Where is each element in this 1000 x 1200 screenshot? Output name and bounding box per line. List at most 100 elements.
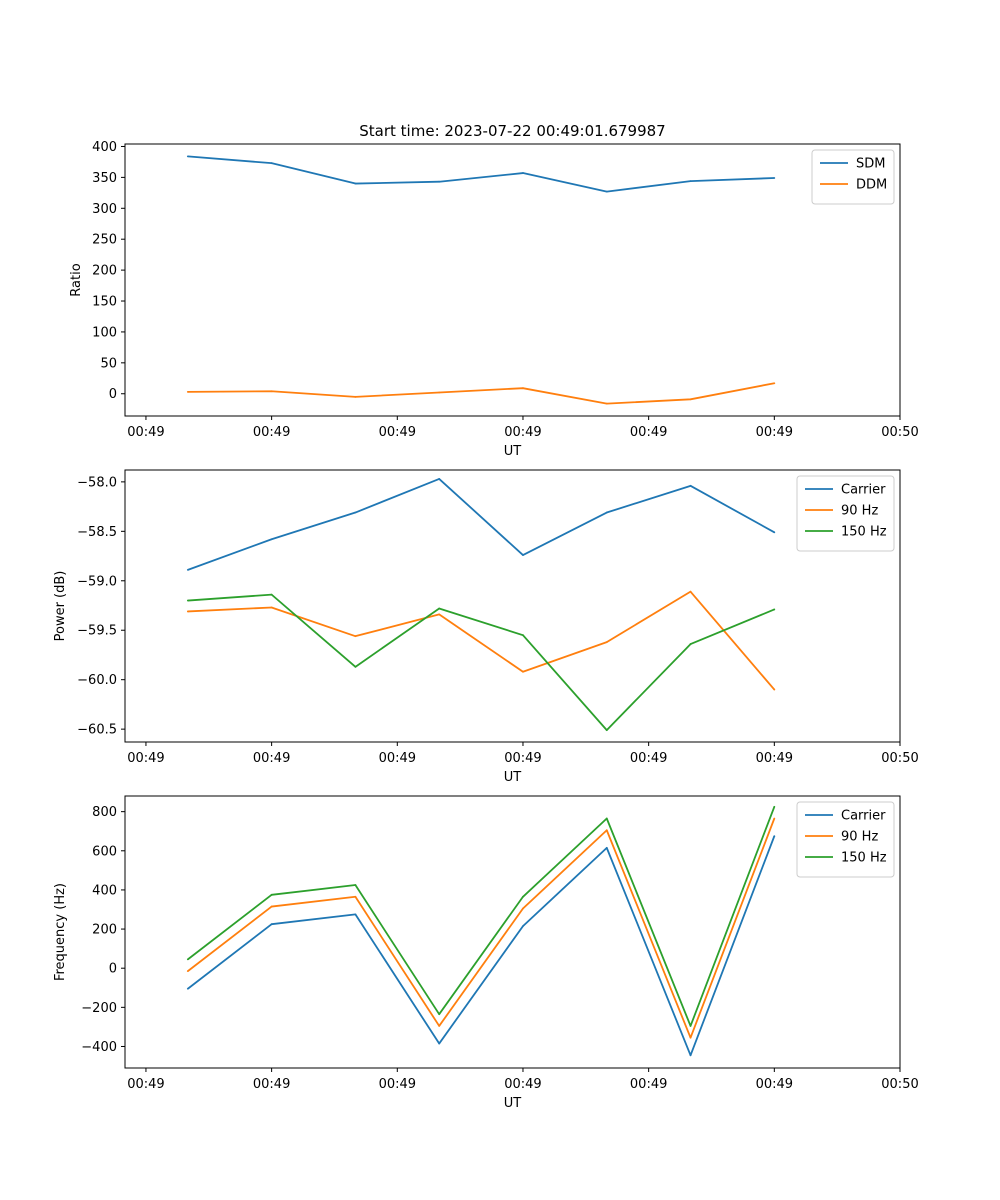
data-point [522,925,524,928]
data-point [186,987,189,990]
data-point [773,382,776,385]
x-tick-label: 00:49 [379,425,416,440]
data-point [522,172,524,174]
data-point [438,180,441,183]
data-point [270,893,273,896]
data-point [605,729,608,732]
y-tick-label: 150 [92,295,117,310]
data-point [773,688,776,691]
series-line-sdm [187,155,775,193]
data-point [605,190,608,193]
figure-title: Start time: 2023-07-22 00:49:01.679987 [359,122,665,140]
x-axis-label: UT [504,444,522,459]
panel-3: −400 −200 0 200 400 600 800 00:49 00:49 00:49 00:4… [53,795,919,1111]
data-point [689,1054,692,1057]
series-line-150-hz [187,593,775,732]
data-point [522,907,524,910]
data-point [438,391,441,394]
data-point [773,835,776,838]
x-tick-label: 00:49 [630,425,667,440]
y-tick-label: 800 [92,805,117,820]
x-tick-label: 00:49 [504,425,541,440]
x-tick-label: 00:49 [127,751,164,766]
x-tick-label: 00:49 [756,425,793,440]
y-tick-label: 600 [92,844,117,859]
data-point [438,478,441,480]
legend-label: 150 Hz [841,525,887,540]
x-tick-label: 00:49 [127,1077,164,1092]
data-point [270,593,273,596]
y-axis-label: Ratio [69,263,84,296]
data-point [522,670,524,673]
y-tick-label: 350 [92,171,117,186]
data-point [605,641,608,644]
data-point [438,1025,441,1027]
data-point [354,913,357,916]
x-tick-label: 00:49 [630,751,667,766]
panel-1: 0 50 100 150 200 250 300 350 400 00:49 00:49 00:49 0… [69,140,919,459]
x-tick-label: 00:49 [504,1077,541,1092]
data-point [689,484,692,487]
data-point [438,607,441,610]
x-tick-label: 00:49 [630,1077,667,1092]
y-tick-label: −400 [81,1040,117,1055]
y-axis-label: Power (dB) [53,571,68,642]
y-tick-label: 100 [92,325,117,340]
data-point [438,1042,441,1045]
data-point [186,568,189,571]
y-tick-label: −200 [81,1001,117,1016]
data-point [605,829,608,832]
x-axis-label: UT [504,770,522,785]
x-tick-label: 00:49 [756,1077,793,1092]
y-axis-label: Frequency (Hz) [53,883,68,981]
x-tick-label: 00:49 [504,751,541,766]
x-tick-label: 00:49 [756,751,793,766]
y-tick-label: 200 [92,923,117,938]
data-point [773,531,776,534]
legend-box [796,801,895,878]
x-tick-label: 00:49 [379,1077,416,1092]
data-point [773,608,776,611]
x-tick-label: 00:49 [253,1077,290,1092]
legend-label: Carrier [841,483,886,498]
y-tick-label: 0 [109,387,117,402]
y-tick-label: 200 [92,264,117,279]
data-point [605,817,608,820]
data-point [186,970,189,973]
x-tick-label: 00:50 [881,1077,918,1092]
data-point [773,177,776,179]
x-axis-label: UT [504,1096,522,1111]
plot-frame [124,469,901,743]
series-line-90-hz [187,590,776,691]
data-point [270,606,273,609]
panel-2: −60.5 −60.0 −59.5 −59.0 −58.5 −58.0 00:49 00:49… [53,469,919,785]
data-point [689,398,692,401]
series-line-carrier [187,477,775,571]
legend-label: SDM [856,157,885,172]
data-point [689,180,692,182]
data-point [354,884,357,886]
x-tick-label: 00:49 [127,425,164,440]
data-point [270,538,273,541]
data-point [186,599,189,602]
plot-frame [124,795,901,1069]
data-point [186,610,189,613]
legend-box [796,475,895,552]
data-point [354,895,357,898]
legend: Carrier 90 Hz 150 Hz [796,475,895,552]
x-tick-label: 00:49 [253,425,290,440]
data-point [689,643,692,645]
data-point [354,665,357,668]
y-tick-label: 50 [100,356,117,371]
series-line-150-hz [187,806,776,1027]
series-line-ddm [187,382,775,405]
data-point [438,1013,441,1016]
y-tick-label: 400 [92,140,117,155]
series-line-carrier [187,835,776,1057]
data-point [689,1025,692,1027]
y-tick-label: 0 [109,962,117,977]
legend-label: Carrier [841,809,886,824]
data-point [354,511,357,514]
plot-frame [124,143,901,417]
data-point [186,390,189,393]
